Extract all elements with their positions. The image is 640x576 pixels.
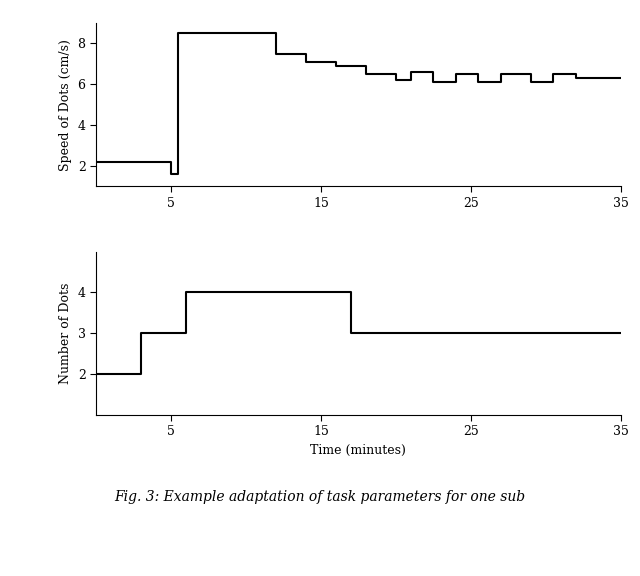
Y-axis label: Number of Dots: Number of Dots [59, 282, 72, 384]
X-axis label: Time (minutes): Time (minutes) [310, 444, 406, 457]
Y-axis label: Speed of Dots (cm/s): Speed of Dots (cm/s) [59, 39, 72, 170]
Text: Fig. 3: Example adaptation of task parameters for one sub: Fig. 3: Example adaptation of task param… [115, 490, 525, 504]
